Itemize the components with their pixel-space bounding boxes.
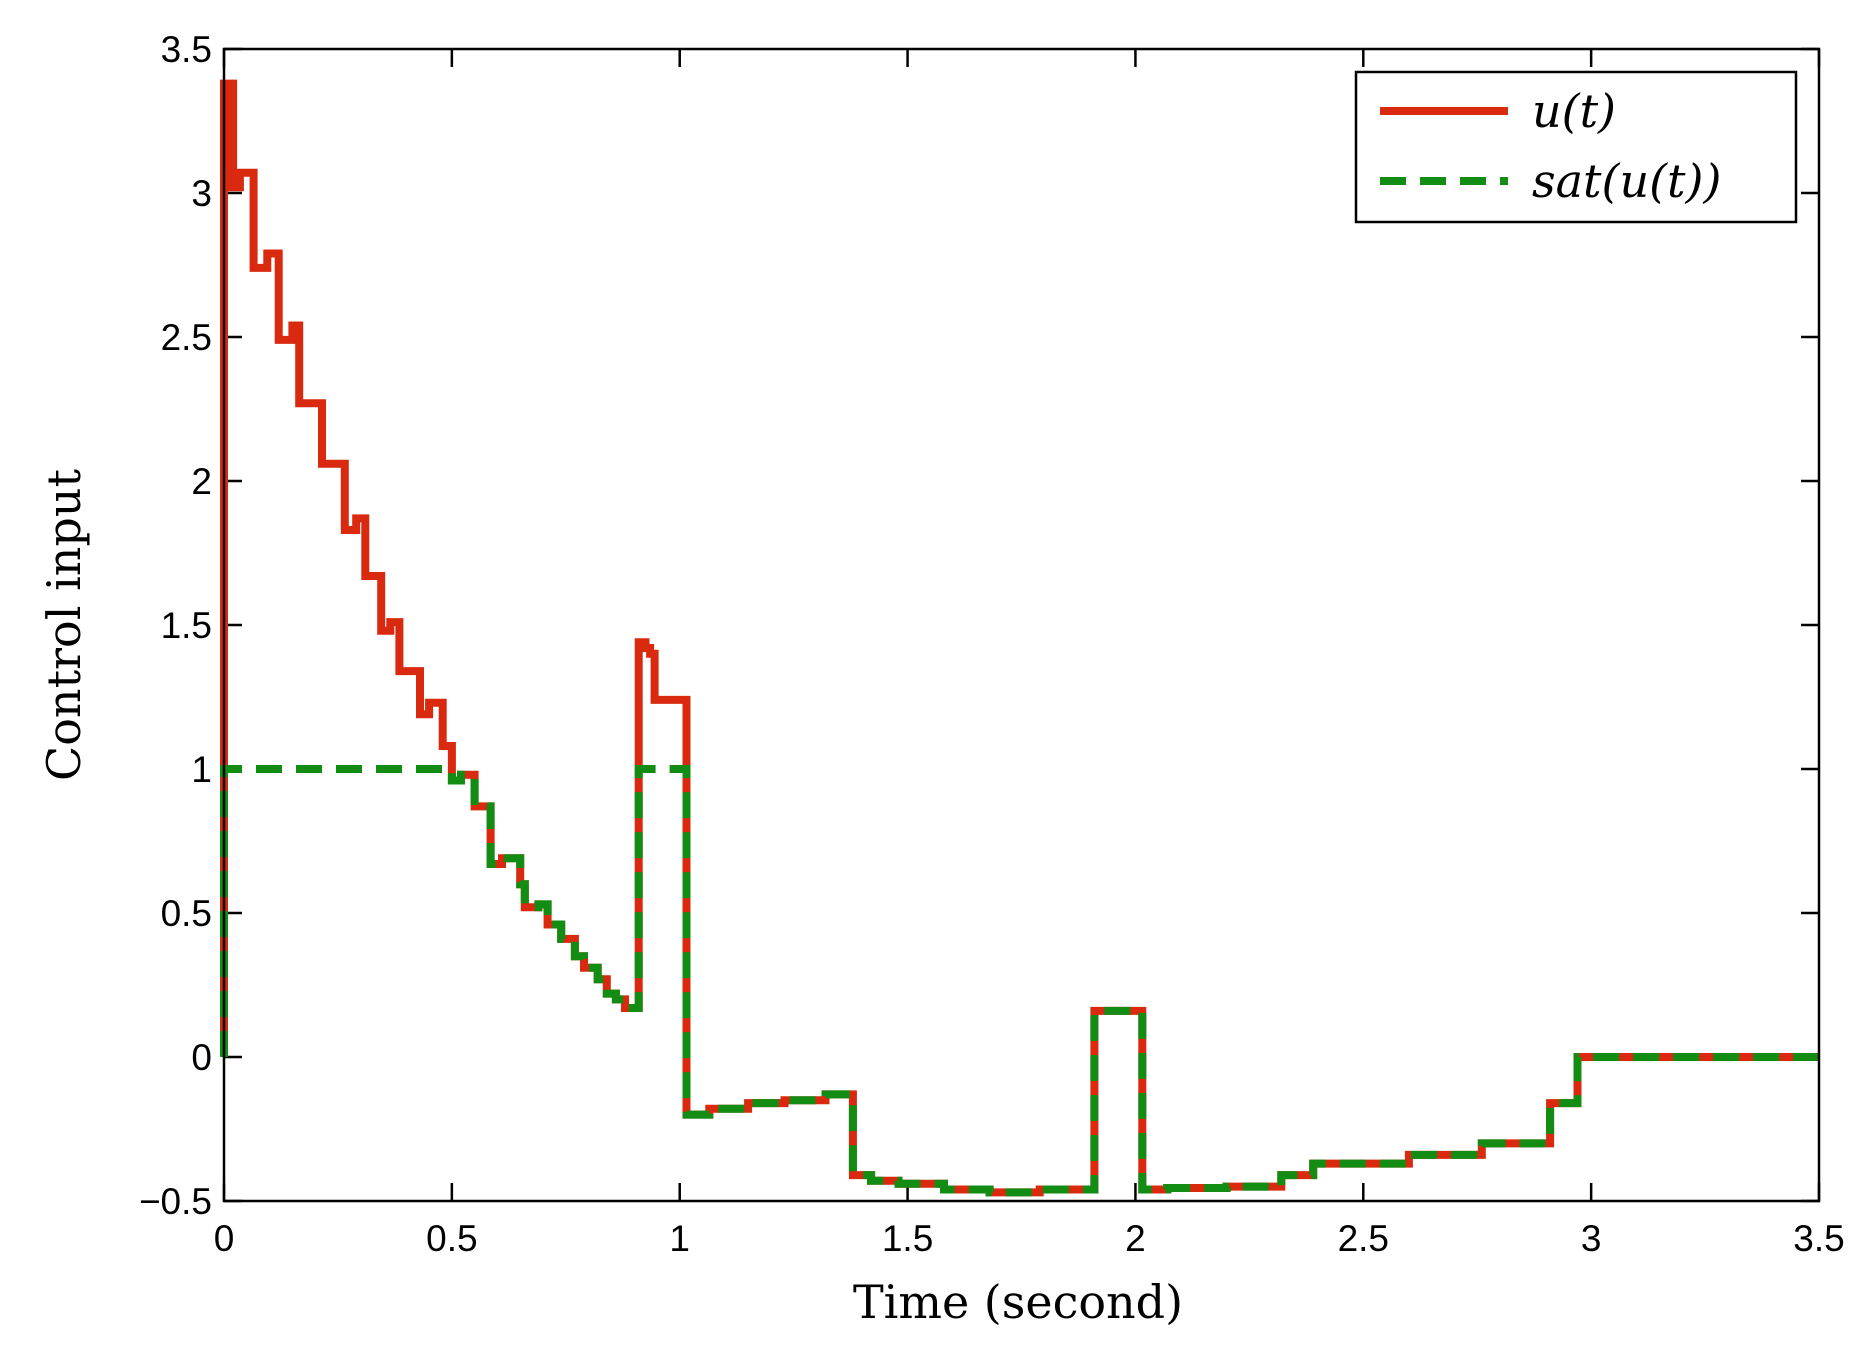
legend: u(t) sat(u(t))	[1354, 70, 1798, 224]
legend-label-u: u(t)	[1532, 84, 1616, 138]
x-tick-label: 3	[1581, 1218, 1602, 1259]
y-tick-label: 1.5	[161, 605, 212, 646]
x-tick-label: 0.5	[426, 1218, 477, 1259]
y-tick-label: 3	[191, 173, 212, 214]
x-tick-label: 2.5	[1338, 1218, 1389, 1259]
y-tick-label: 1	[191, 749, 212, 790]
series-layer	[220, 79, 1819, 1197]
x-tick-label: 3.5	[1793, 1218, 1844, 1259]
legend-box	[1354, 70, 1798, 224]
y-tick-label: 3.5	[161, 29, 212, 70]
x-tick-label: 1	[669, 1218, 690, 1259]
x-axis-label: Time (second)	[853, 1275, 1183, 1329]
y-tick-label: 0	[191, 1037, 212, 1078]
series-line-sat-u	[220, 765, 1819, 1197]
y-axis-label: Control input	[37, 469, 91, 781]
x-tick-label: 1.5	[882, 1218, 933, 1259]
plot-frame	[222, 47, 1821, 1203]
y-tick-label: −0.5	[139, 1181, 212, 1222]
legend-label-sat-u: sat(u(t))	[1532, 154, 1721, 208]
y-tick-label: 0.5	[161, 893, 212, 934]
x-tick-label: 0	[214, 1218, 235, 1259]
y-tick-label: 2.5	[161, 317, 212, 358]
x-tick-label: 2	[1125, 1218, 1146, 1259]
x-tick-labels: 0 0.5 1 1.5 2 2.5 3 3.5	[214, 1218, 1845, 1259]
y-tick-labels: −0.5 0 0.5 1 1.5 2 2.5 3 3.5	[139, 29, 212, 1222]
y-tick-label: 2	[191, 461, 212, 502]
